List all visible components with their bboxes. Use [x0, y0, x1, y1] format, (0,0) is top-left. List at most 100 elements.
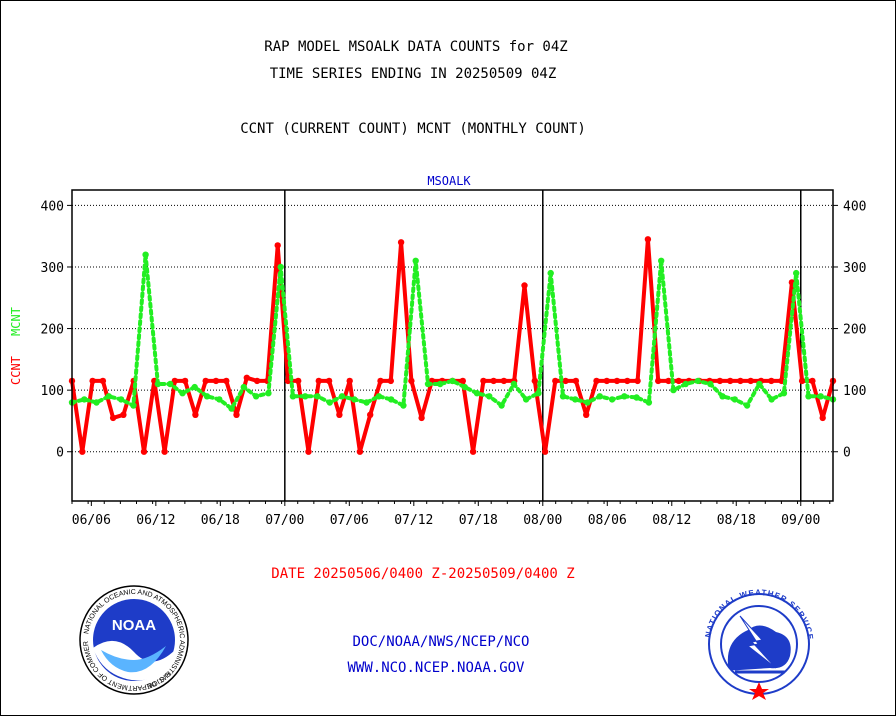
x-tick-label-11: 09/00: [781, 513, 820, 528]
data-point-mcnt-42: [584, 399, 591, 406]
data-point-ccnt-3: [99, 377, 107, 385]
data-point-mcnt-51: [694, 377, 702, 385]
data-point-mcnt-20: [314, 393, 321, 400]
data-point-mcnt-15: [252, 393, 260, 400]
data-point-ccnt-58: [665, 377, 672, 385]
data-point-mcnt-48: [658, 257, 665, 264]
data-point-mcnt-6: [142, 251, 149, 258]
data-point-mcnt-41: [572, 396, 579, 403]
data-point-mcnt-27: [400, 402, 407, 409]
data-point-mcnt-54: [731, 396, 738, 403]
data-point-mcnt-53: [719, 393, 726, 400]
plot-border: [71, 189, 834, 502]
data-point-ccnt-24: [315, 377, 322, 385]
data-point-mcnt-49: [670, 386, 677, 394]
data-point-ccnt-44: [521, 282, 528, 289]
data-point-ccnt-42: [500, 377, 508, 385]
data-point-mcnt-7: [154, 380, 162, 388]
data-point-ccnt-2: [89, 377, 96, 385]
data-point-ccnt-12: [192, 411, 199, 418]
data-point-ccnt-38: [459, 377, 466, 385]
data-point-mcnt-59: [793, 269, 800, 277]
data-point-mcnt-45: [621, 393, 628, 400]
y-tick-label-left-4: 400: [41, 199, 64, 214]
data-point-mcnt-21: [326, 399, 333, 406]
data-point-ccnt-17: [243, 374, 250, 381]
header-line-2: TIME SERIES ENDING IN 20250509 04Z: [270, 66, 557, 82]
data-point-ccnt-22: [295, 377, 302, 385]
date-range: DATE 20250506/0400 Z-20250509/0400 Z: [271, 566, 574, 582]
data-point-mcnt-61: [817, 393, 824, 400]
data-point-mcnt-39: [547, 269, 554, 277]
data-point-ccnt-10: [171, 377, 178, 385]
x-tick-label-8: 08/06: [588, 513, 627, 528]
header-line-3: CCNT (CURRENT COUNT) MCNT (MONTHLY COUNT…: [240, 121, 586, 137]
data-point-mcnt-52: [707, 380, 714, 388]
data-point-ccnt-9: [161, 448, 168, 455]
data-point-mcnt-34: [486, 393, 493, 400]
data-point-ccnt-50: [583, 411, 590, 418]
y-axis-label: CCNT MCNT: [9, 307, 23, 385]
x-tick-label-1: 06/12: [136, 513, 175, 528]
data-point-ccnt-7: [140, 448, 148, 455]
data-point-ccnt-52: [603, 377, 610, 385]
data-point-ccnt-64: [727, 377, 734, 385]
y-axis-label-ccnt: CCNT: [9, 356, 23, 385]
data-point-mcnt-13: [228, 405, 235, 412]
data-point-ccnt-26: [336, 411, 343, 418]
data-point-mcnt-4: [117, 396, 125, 403]
data-point-mcnt-22: [338, 393, 346, 400]
data-point-mcnt-5: [130, 402, 137, 409]
data-point-ccnt-40: [480, 377, 487, 385]
data-point-mcnt-32: [461, 383, 468, 391]
data-point-mcnt-19: [302, 393, 309, 400]
data-point-mcnt-43: [596, 393, 603, 400]
data-point-mcnt-1: [81, 396, 88, 403]
data-point-ccnt-16: [233, 411, 240, 418]
data-point-ccnt-68: [768, 377, 775, 385]
data-point-ccnt-39: [469, 448, 477, 455]
data-point-ccnt-31: [387, 377, 394, 385]
x-tick-label-9: 08/12: [652, 513, 691, 528]
data-point-ccnt-1: [79, 448, 86, 455]
x-tick-label-4: 07/06: [330, 513, 369, 528]
header-line-1: RAP MODEL MSOALK DATA COUNTS for 04Z: [264, 39, 567, 55]
data-point-mcnt-10: [191, 383, 198, 391]
x-tick-label-3: 07/00: [265, 513, 304, 528]
y-tick-label-right-4: 400: [843, 199, 866, 214]
data-point-mcnt-60: [805, 393, 812, 400]
data-point-ccnt-45: [531, 377, 538, 385]
x-tick-label-2: 06/18: [201, 513, 240, 528]
website: WWW.NCO.NCEP.NOAA.GOV: [347, 660, 525, 676]
data-point-ccnt-56: [644, 236, 652, 243]
data-point-ccnt-33: [408, 377, 415, 385]
data-point-ccnt-71: [798, 377, 806, 385]
y-tick-label-right-3: 300: [843, 261, 866, 276]
data-point-mcnt-50: [682, 380, 689, 388]
data-point-ccnt-4: [109, 414, 117, 422]
data-point-ccnt-51: [593, 377, 600, 385]
data-point-mcnt-37: [522, 396, 530, 403]
data-point-ccnt-54: [624, 377, 631, 385]
data-point-ccnt-49: [572, 377, 580, 385]
data-point-mcnt-26: [387, 396, 395, 403]
data-point-ccnt-65: [737, 377, 744, 385]
data-point-ccnt-23: [305, 448, 312, 455]
data-point-ccnt-34: [418, 414, 425, 422]
data-point-ccnt-53: [613, 377, 621, 385]
chart-title: MSOALK: [427, 174, 471, 188]
data-point-mcnt-29: [424, 380, 432, 388]
data-point-ccnt-30: [377, 377, 384, 385]
y-tick-label-left-0: 0: [56, 446, 64, 461]
data-point-ccnt-27: [346, 377, 353, 385]
x-tick-label-7: 08/00: [523, 513, 562, 528]
x-tick-label-5: 07/12: [394, 513, 433, 528]
data-point-mcnt-38: [535, 390, 542, 397]
data-point-ccnt-47: [552, 377, 559, 385]
data-point-mcnt-36: [510, 380, 518, 388]
data-point-mcnt-30: [437, 380, 444, 388]
data-point-mcnt-24: [363, 399, 370, 406]
data-point-ccnt-73: [819, 414, 826, 422]
y-tick-label-left-2: 200: [41, 323, 64, 338]
